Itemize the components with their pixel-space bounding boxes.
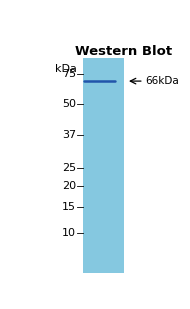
Text: 15: 15 [62, 202, 76, 212]
Bar [83, 58, 124, 273]
Text: 66kDa: 66kDa [145, 76, 179, 86]
Text: Western Blot: Western Blot [75, 45, 173, 58]
Text: 10: 10 [62, 228, 76, 238]
Text: 20: 20 [62, 181, 76, 191]
Text: 37: 37 [62, 130, 76, 140]
Text: 75: 75 [62, 69, 76, 79]
Text: kDa: kDa [55, 65, 77, 74]
Text: 50: 50 [62, 99, 76, 109]
Text: 25: 25 [62, 163, 76, 173]
